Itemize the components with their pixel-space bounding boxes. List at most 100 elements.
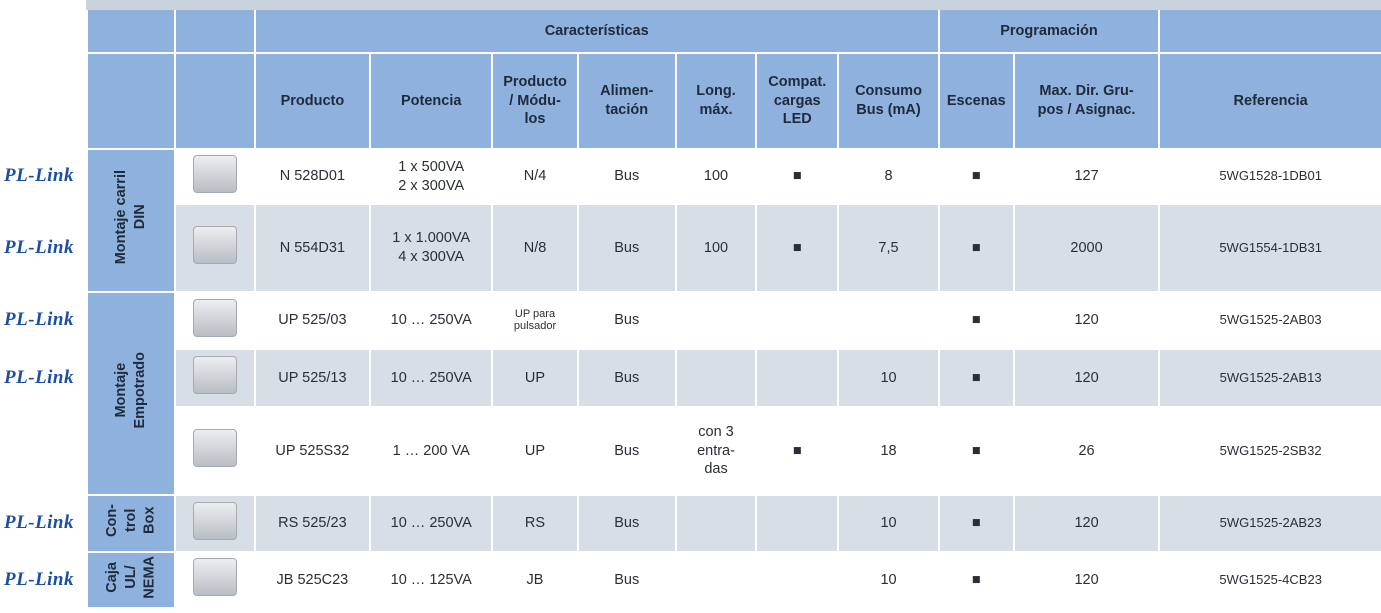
table-cell: 10 … 125VA bbox=[371, 553, 492, 607]
column-header: Referencia bbox=[1160, 54, 1381, 148]
table-cell: N/8 bbox=[493, 205, 577, 291]
logo-cell: PL-Link bbox=[0, 350, 87, 406]
table-cell: 18 bbox=[839, 408, 938, 494]
column-header: Producto / Módu- los bbox=[493, 54, 577, 148]
table-cell: UP 525S32 bbox=[255, 408, 370, 494]
table-cell: ■ bbox=[939, 350, 1013, 406]
table-cell: 1 x 500VA 2 x 300VA bbox=[371, 150, 492, 203]
table-cell: JB 525C23 bbox=[255, 553, 370, 607]
table-cell bbox=[757, 293, 838, 348]
table-cell: UP bbox=[493, 408, 577, 494]
table-cell: 120 bbox=[1014, 553, 1159, 607]
table-cell: 1 x 1.000VA 4 x 300VA bbox=[371, 205, 492, 291]
logo-cell: PL-Link bbox=[0, 150, 87, 203]
table-cell: UP bbox=[493, 350, 577, 406]
table-cell: 26 bbox=[1014, 408, 1159, 494]
table-cell: ■ bbox=[939, 293, 1013, 348]
top-band bbox=[86, 0, 1381, 10]
table-cell: 5WG1525-2AB23 bbox=[1160, 496, 1381, 551]
table-cell: ■ bbox=[939, 496, 1013, 551]
product-table: Características Programación Producto Pot… bbox=[0, 8, 1381, 609]
device-image bbox=[192, 429, 237, 468]
group-label: Con- trol Box bbox=[103, 504, 158, 538]
table-cell: con 3 entra- das bbox=[676, 408, 756, 494]
table-cell: 5WG1525-2AB03 bbox=[1160, 293, 1381, 348]
column-header: Producto bbox=[255, 54, 370, 148]
group-cell: Caja UL/ NEMA bbox=[88, 553, 174, 607]
group-cell: Con- trol Box bbox=[88, 496, 174, 551]
column-header: Escenas bbox=[939, 54, 1013, 148]
column-header: Consumo Bus (mA) bbox=[839, 54, 938, 148]
table-cell: 120 bbox=[1014, 293, 1159, 348]
table-cell: 120 bbox=[1014, 350, 1159, 406]
group-header: Programación bbox=[939, 10, 1159, 52]
table-cell: Bus bbox=[578, 205, 675, 291]
column-header: Compat. cargas LED bbox=[757, 54, 838, 148]
table-cell: UP 525/03 bbox=[255, 293, 370, 348]
group-label: Montaje Empotrado bbox=[113, 352, 148, 429]
header-blank bbox=[1160, 10, 1381, 52]
device-image bbox=[192, 154, 237, 193]
logo-cell: PL-Link bbox=[0, 553, 87, 607]
table-cell: 127 bbox=[1014, 150, 1159, 203]
image-cell bbox=[175, 496, 254, 551]
column-header: Alimen- tación bbox=[578, 54, 675, 148]
table-cell: RS bbox=[493, 496, 577, 551]
table-cell: 1 … 200 VA bbox=[371, 408, 492, 494]
device-image bbox=[192, 356, 237, 395]
table-cell: ■ bbox=[939, 408, 1013, 494]
product-row: PL-Link Caja UL/ NEMA JB 525C23 10 … 125VA J… bbox=[0, 553, 1381, 607]
table-cell bbox=[757, 496, 838, 551]
table-cell bbox=[676, 293, 756, 348]
pl-link-logo: PL-Link bbox=[4, 366, 74, 388]
table-cell: 10 bbox=[839, 553, 938, 607]
blank bbox=[0, 10, 87, 52]
table-cell: N 528D01 bbox=[255, 150, 370, 203]
image-cell bbox=[175, 205, 254, 291]
table-cell: 5WG1525-4CB23 bbox=[1160, 553, 1381, 607]
pl-link-logo: PL-Link bbox=[4, 512, 74, 534]
device-image bbox=[192, 226, 237, 265]
product-row: PL-Link Montaje carril DIN N 528D01 1 x 500… bbox=[0, 150, 1381, 291]
table-cell: 10 bbox=[839, 350, 938, 406]
table-cell: 100 bbox=[676, 205, 756, 291]
table-cell: JB bbox=[493, 553, 577, 607]
table-cell: ■ bbox=[757, 150, 838, 203]
table-cell bbox=[839, 293, 938, 348]
product-row: PL-Link N 554D31 1 x 1.000VA 4 x 300VA N/8 B… bbox=[0, 205, 1381, 291]
table-cell: 10 … 250VA bbox=[371, 350, 492, 406]
header-row-1: Características Programación bbox=[0, 10, 1381, 52]
table-cell: Bus bbox=[578, 553, 675, 607]
device-image bbox=[192, 501, 237, 540]
group-label: Montaje carril DIN bbox=[113, 170, 148, 265]
table-cell: RS 525/23 bbox=[255, 496, 370, 551]
product-row: PL-Link UP 525/13 10 … 250VA UP Bus 10 ■ 120 5WG… bbox=[0, 350, 1381, 406]
header-blank bbox=[175, 10, 254, 52]
logo-cell: PL-Link bbox=[0, 496, 87, 551]
group-label: Caja UL/ NEMA bbox=[103, 555, 158, 599]
table-cell: 120 bbox=[1014, 496, 1159, 551]
table-cell: 7,5 bbox=[839, 205, 938, 291]
image-cell bbox=[175, 408, 254, 494]
table-cell bbox=[757, 350, 838, 406]
column-header: Potencia bbox=[371, 54, 492, 148]
column-header: Max. Dir. Gru- pos / Asignac. bbox=[1014, 54, 1159, 148]
table-cell bbox=[676, 496, 756, 551]
pl-link-logo: PL-Link bbox=[4, 236, 74, 258]
table-cell: 5WG1554-1DB31 bbox=[1160, 205, 1381, 291]
product-row: PL-Link Montaje Empotrado UP 525/03 10 … 25… bbox=[0, 293, 1381, 494]
table-cell: Bus bbox=[578, 408, 675, 494]
table-cell: 8 bbox=[839, 150, 938, 203]
table-cell: 10 … 250VA bbox=[371, 496, 492, 551]
pl-link-logo: PL-Link bbox=[4, 568, 74, 590]
header-blank bbox=[88, 54, 174, 148]
image-cell bbox=[175, 553, 254, 607]
table-cell: N 554D31 bbox=[255, 205, 370, 291]
table-cell: Bus bbox=[578, 350, 675, 406]
table-cell: N/4 bbox=[493, 150, 577, 203]
image-cell bbox=[175, 293, 254, 348]
header-blank bbox=[175, 54, 254, 148]
table-cell: 100 bbox=[676, 150, 756, 203]
table-cell: 10 bbox=[839, 496, 938, 551]
